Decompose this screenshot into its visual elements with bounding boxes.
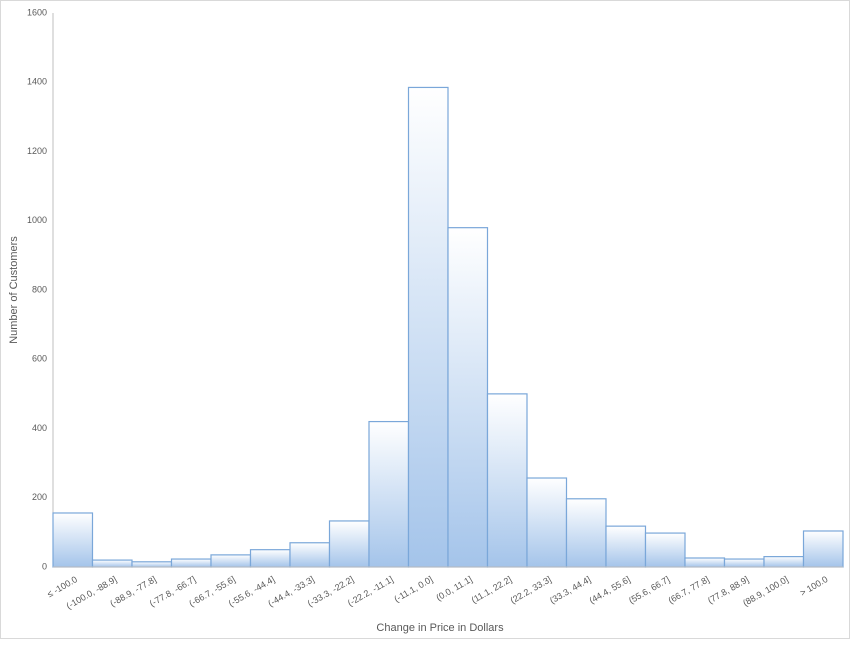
y-tick-label: 800 [32, 284, 47, 294]
x-tick-label: (55.6, 66.7] [627, 574, 671, 605]
bar [131, 561, 173, 568]
y-tick-label: 1000 [27, 215, 47, 225]
x-tick-label: > 100.0 [798, 574, 829, 598]
y-tick-label: 200 [32, 492, 47, 502]
bar [565, 498, 607, 568]
x-tick-label: (88.9, 100.0] [741, 574, 790, 608]
bar [368, 420, 410, 568]
bar [526, 477, 568, 568]
y-axis-title: Number of Customers [8, 236, 20, 344]
bar [210, 554, 252, 568]
y-tick-label: 0 [42, 561, 47, 571]
bar [407, 86, 449, 568]
x-tick-label: ≤ -100.0 [45, 574, 79, 599]
bar [763, 556, 805, 568]
y-tick-label: 1400 [27, 77, 47, 87]
bar [644, 532, 686, 568]
bar [289, 542, 331, 568]
x-axis-title: Change in Price in Dollars [376, 622, 504, 634]
x-tick-label: (0.0, 11.1] [434, 574, 474, 603]
bar [170, 558, 212, 568]
bar [328, 520, 370, 568]
bar [802, 530, 844, 568]
y-tick-label: 1600 [27, 7, 47, 17]
y-tick-label: 1200 [27, 146, 47, 156]
bar [52, 512, 94, 568]
bar [605, 525, 647, 568]
x-tick-label: (22.2, 33.3] [508, 574, 552, 605]
y-tick-label: 400 [32, 423, 47, 433]
x-tick-label: (-11.1, 0.0] [392, 574, 434, 604]
bar [723, 558, 765, 568]
x-tick-label: (66.7, 77.8] [666, 574, 710, 605]
bar [91, 559, 133, 568]
bar [447, 227, 489, 568]
y-tick-label: 600 [32, 354, 47, 364]
x-tick-label: (33.3, 44.4] [548, 574, 592, 605]
bar [684, 557, 726, 568]
bar [249, 549, 291, 568]
bar [486, 393, 528, 568]
x-tick-label: (44.4, 55.6] [587, 574, 631, 605]
x-tick-label: (11.1, 22.2] [470, 574, 514, 605]
